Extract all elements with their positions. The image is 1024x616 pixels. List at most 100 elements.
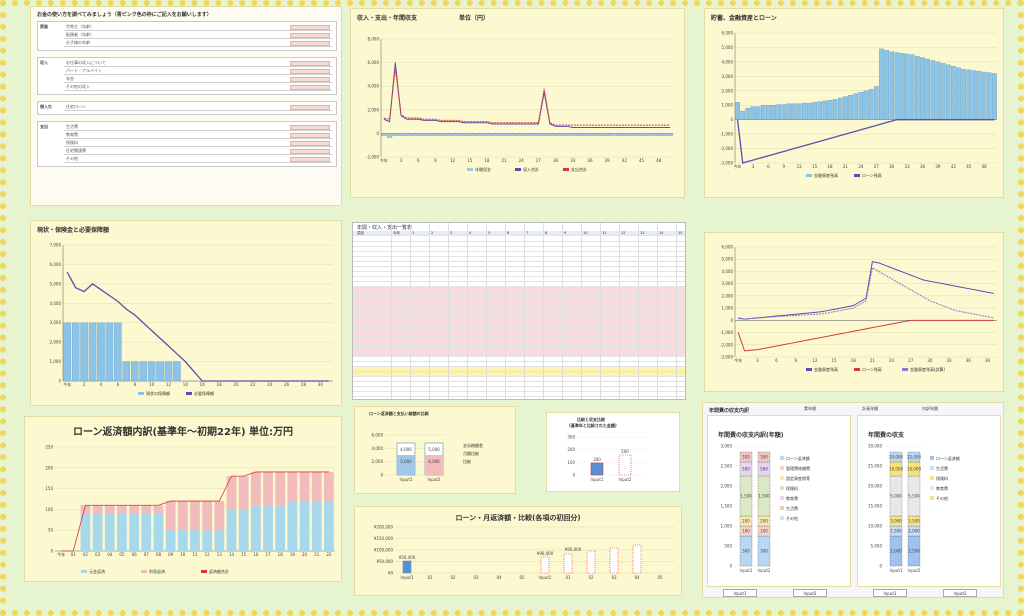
form-field-row[interactable]: 住宅関連費 (64, 148, 332, 155)
bar-principal (141, 513, 152, 551)
form-input-cell[interactable] (290, 149, 330, 154)
form-field-row[interactable]: お子様の年齢 (64, 40, 332, 47)
legend-swatch (930, 486, 934, 490)
form-input-cell[interactable] (290, 125, 330, 130)
x-tick-label: 27 (536, 158, 542, 163)
form-field-row[interactable]: 世帯主（年齢） (64, 24, 332, 31)
form-field-row[interactable]: 配偶者（年齢） (64, 32, 332, 39)
form-input-cell[interactable] (290, 157, 330, 162)
form-input-cell[interactable] (290, 85, 330, 90)
y-tick-label: 2,000 (722, 88, 734, 93)
form-field-row[interactable]: 住宅ローン (64, 104, 332, 111)
x-tick-label: 01 (71, 552, 77, 557)
bar-principal (299, 501, 310, 551)
table-row (353, 347, 685, 352)
bar (387, 133, 393, 138)
footer-tab-4[interactable]: Input2 (943, 589, 977, 597)
y-tick-label: 1,000 (722, 306, 734, 311)
legend-swatch (201, 570, 207, 573)
bar (604, 133, 610, 136)
y-tick-label: 4,000 (722, 269, 734, 274)
form-field-row[interactable]: お仕事の収入について (64, 60, 332, 67)
bar (570, 133, 576, 136)
legend-label: 元金返済 (89, 568, 105, 574)
bar (147, 361, 156, 382)
bar (858, 92, 864, 120)
form-field-row[interactable]: 年金 (64, 76, 332, 83)
stack-segment (757, 535, 771, 567)
form-input-cell[interactable] (290, 133, 330, 138)
footer-tab-1[interactable]: Input1 (723, 589, 757, 597)
table-column-divider (676, 223, 677, 399)
form-input-cell[interactable] (290, 105, 330, 110)
bar-interest (177, 501, 188, 531)
bar (63, 322, 71, 382)
table-header-cell: 15 (678, 231, 683, 235)
form-input-cell[interactable] (290, 77, 330, 82)
bar (105, 322, 114, 382)
legend-label: 金融資産残高 (814, 366, 838, 372)
table-column-divider (524, 223, 525, 399)
y-tick-label: 0 (58, 379, 61, 384)
form-field-row[interactable]: 教育費 (64, 132, 332, 139)
table-header-cell: 4 (469, 231, 472, 235)
x-tick-label: 18 (484, 158, 490, 163)
x-tick-label: 06 (132, 552, 138, 557)
y-tick-label: ¥150,000 (374, 536, 394, 541)
form-input-cell[interactable] (290, 25, 330, 30)
form-input-cell[interactable] (290, 61, 330, 66)
bar (427, 133, 433, 136)
table-row (353, 242, 685, 247)
table-row (353, 317, 685, 322)
form-input-cell[interactable] (290, 41, 330, 46)
table-column-divider (562, 223, 563, 399)
series-line (737, 319, 994, 352)
footer-tab-2[interactable]: Input2 (793, 589, 827, 597)
table-header-cell: 5 (488, 231, 491, 235)
table-header-cell: 12 (621, 231, 626, 235)
bar (114, 322, 122, 382)
bar (781, 104, 787, 120)
y-tick-label: 4,000 (372, 446, 384, 451)
form-field-label: 世帯主（年齢） (66, 24, 94, 29)
y-tick-label: 4,000 (722, 59, 734, 64)
breakdown-tab-1[interactable]: 実年間 (804, 406, 816, 411)
x-tick-label: 48 (656, 158, 662, 163)
form-input-cell[interactable] (290, 141, 330, 146)
x-tick-label: 02 (83, 552, 89, 557)
bar (88, 322, 97, 382)
stack-segment (889, 461, 903, 477)
bar (558, 133, 564, 136)
table-header-cell: 7 (526, 231, 529, 235)
bar (822, 100, 828, 120)
y-tick-label: -2,000 (720, 146, 733, 151)
table-row (353, 367, 685, 372)
form-field-row[interactable]: パート・アルバイト (64, 68, 332, 75)
compare-bar-value: 6,000 (428, 459, 440, 464)
form-field-row[interactable]: その他 (64, 156, 332, 163)
bar (925, 58, 930, 120)
compare-bar-value: 4,000 (400, 447, 412, 452)
footer-tab-3[interactable]: Input1 (873, 589, 907, 597)
breakdown-tab-2[interactable]: 計画年間 (862, 406, 878, 411)
monthly-x-label: 02 (450, 575, 456, 580)
bar-interest (299, 471, 310, 502)
stack-segment-value: 300 (742, 455, 750, 460)
form-field-row[interactable]: 生活費 (64, 124, 332, 131)
compare-bar-value: 5,000 (400, 459, 412, 464)
form-field-row[interactable]: 保険料 (64, 140, 332, 147)
form-input-cell[interactable] (290, 69, 330, 74)
balance-compare-subtitle: (基準年と比較された金額) (569, 423, 617, 428)
bar-interest (311, 471, 322, 502)
breakdown-tab-3[interactable]: 内訳年間 (922, 406, 938, 411)
form-field-label: 配偶者（年齢） (66, 32, 94, 37)
form-field-row[interactable]: その他の収入 (64, 84, 332, 91)
bar (745, 107, 751, 120)
bar (398, 133, 404, 136)
legend-swatch (806, 368, 812, 371)
form-input-cell[interactable] (290, 33, 330, 38)
legend-swatch (141, 570, 147, 573)
bar (915, 55, 920, 120)
bar-principal (214, 530, 225, 551)
y-tick-label: 8,000 (368, 37, 380, 42)
